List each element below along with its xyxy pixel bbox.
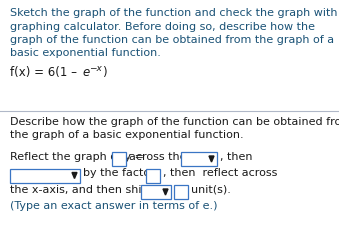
Text: Describe how the graph of the function can be obtained from: Describe how the graph of the function c… bbox=[10, 116, 339, 126]
Text: unit(s).: unit(s). bbox=[191, 184, 231, 194]
Text: −x: −x bbox=[89, 64, 102, 73]
FancyBboxPatch shape bbox=[141, 185, 171, 199]
Polygon shape bbox=[209, 156, 214, 162]
FancyBboxPatch shape bbox=[10, 169, 80, 183]
Text: graphing calculator. Before doing so, describe how the: graphing calculator. Before doing so, de… bbox=[10, 22, 315, 31]
Polygon shape bbox=[72, 173, 77, 179]
FancyBboxPatch shape bbox=[174, 185, 188, 199]
Text: the x-axis, and then shift it: the x-axis, and then shift it bbox=[10, 184, 161, 194]
Text: Reflect the graph of y =: Reflect the graph of y = bbox=[10, 152, 144, 161]
FancyBboxPatch shape bbox=[146, 169, 160, 183]
Text: by the factor: by the factor bbox=[83, 168, 155, 178]
Text: Sketch the graph of the function and check the graph with a: Sketch the graph of the function and che… bbox=[10, 8, 339, 18]
Text: across the: across the bbox=[129, 152, 186, 161]
Text: (Type an exact answer in terms of e.): (Type an exact answer in terms of e.) bbox=[10, 201, 218, 211]
Text: basic exponential function.: basic exponential function. bbox=[10, 48, 161, 58]
Text: graph of the function can be obtained from the graph of a: graph of the function can be obtained fr… bbox=[10, 35, 334, 45]
Text: ): ) bbox=[102, 66, 107, 79]
FancyBboxPatch shape bbox=[112, 152, 126, 166]
Text: , then: , then bbox=[220, 152, 253, 161]
Text: the graph of a basic exponential function.: the graph of a basic exponential functio… bbox=[10, 130, 244, 140]
Text: , then  reflect across: , then reflect across bbox=[163, 168, 277, 178]
Text: e: e bbox=[82, 66, 89, 79]
FancyBboxPatch shape bbox=[181, 152, 217, 166]
Polygon shape bbox=[163, 189, 168, 195]
Text: f(x) = 6(1 –: f(x) = 6(1 – bbox=[10, 66, 81, 79]
